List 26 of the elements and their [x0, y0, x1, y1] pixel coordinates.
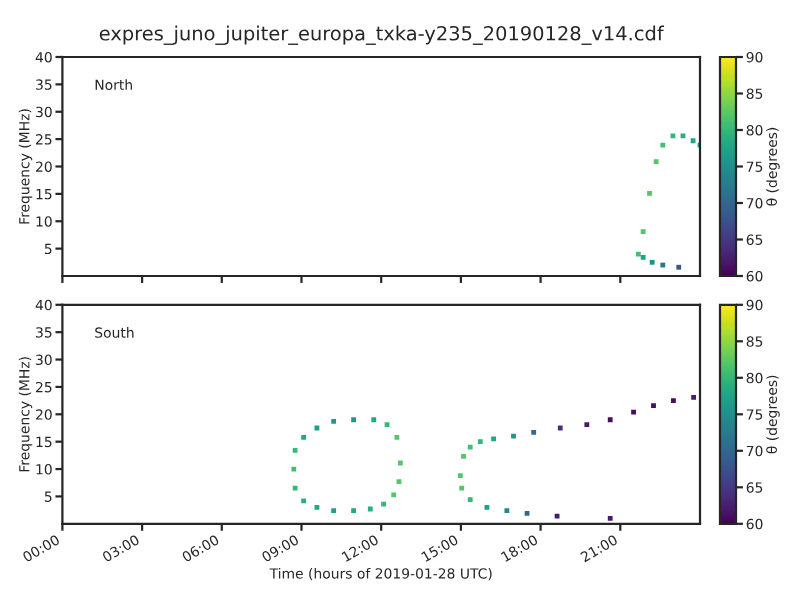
point: [301, 498, 307, 504]
point: [331, 508, 337, 514]
point: [635, 251, 641, 257]
point: [459, 485, 465, 491]
point: [640, 229, 646, 235]
point: [660, 142, 666, 148]
point: [649, 259, 655, 265]
point: [607, 417, 613, 423]
point: [676, 264, 682, 270]
point: [292, 485, 298, 491]
point: [394, 434, 400, 440]
point: [301, 434, 307, 440]
point: [670, 133, 676, 139]
point: [504, 508, 510, 514]
point: [607, 515, 613, 521]
point: [584, 422, 590, 428]
chart-title: expres_juno_jupiter_europa_txka-y235_20190128_v14.cdf: [99, 25, 665, 45]
point: [467, 497, 473, 503]
point: [691, 394, 697, 400]
point: [391, 492, 397, 498]
point: [371, 417, 377, 423]
point: [531, 429, 537, 435]
point: [457, 473, 463, 479]
point: [640, 254, 646, 260]
point: [477, 439, 483, 445]
point: [467, 444, 473, 450]
